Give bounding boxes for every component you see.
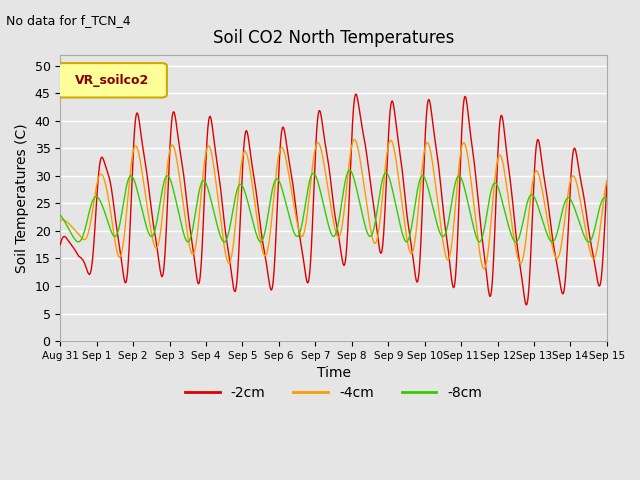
Y-axis label: Soil Temperatures (C): Soil Temperatures (C) (15, 123, 29, 273)
Text: No data for f_TCN_4: No data for f_TCN_4 (6, 14, 131, 27)
Text: VR_soilco2: VR_soilco2 (75, 74, 149, 87)
Legend: -2cm, -4cm, -8cm: -2cm, -4cm, -8cm (179, 381, 488, 406)
X-axis label: Time: Time (317, 366, 351, 381)
FancyBboxPatch shape (58, 63, 167, 97)
Title: Soil CO2 North Temperatures: Soil CO2 North Temperatures (213, 29, 454, 48)
